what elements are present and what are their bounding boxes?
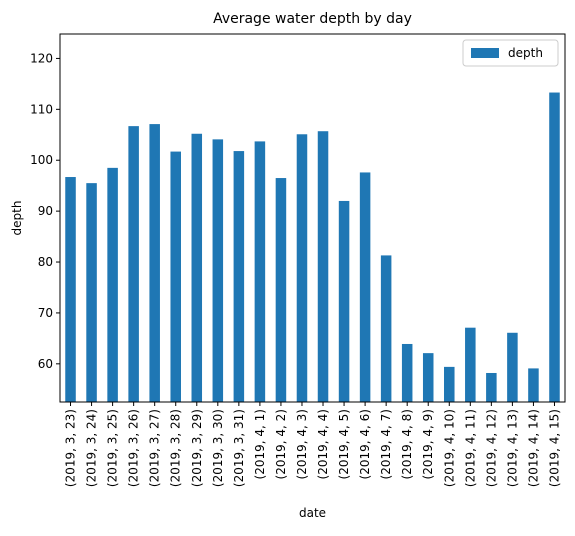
legend: depth bbox=[462, 39, 559, 67]
x-axis-label: date bbox=[299, 506, 326, 520]
bar-23 bbox=[549, 92, 560, 403]
x-tick-label-18: (2019, 4, 10) bbox=[442, 409, 456, 487]
bar-10 bbox=[275, 178, 287, 402]
bar-17 bbox=[422, 353, 434, 402]
y-tick-label-2: 80 bbox=[38, 255, 53, 269]
y-axis-ticks: 60 70 80 90 100 110 120 bbox=[30, 51, 60, 371]
bar-2 bbox=[107, 167, 118, 402]
x-tick-label-16: (2019, 4, 8) bbox=[400, 409, 414, 479]
x-tick-label-1: (2019, 3, 24) bbox=[85, 409, 99, 487]
x-axis-ticks: (2019, 3, 23) (2019, 3, 24) (2019, 3, 25) (… bbox=[64, 402, 561, 487]
bar-3 bbox=[128, 126, 139, 402]
x-tick-label-11: (2019, 4, 3) bbox=[295, 409, 309, 479]
x-tick-label-4: (2019, 3, 27) bbox=[148, 409, 162, 487]
bar-15 bbox=[380, 255, 392, 402]
bar-8 bbox=[233, 151, 245, 402]
x-tick-label-13: (2019, 4, 5) bbox=[337, 409, 351, 479]
x-tick-label-3: (2019, 3, 26) bbox=[127, 409, 141, 487]
bar-14 bbox=[359, 172, 371, 402]
y-axis-label: depth bbox=[10, 201, 24, 236]
bar-7 bbox=[212, 139, 224, 402]
y-tick-label-3: 90 bbox=[38, 204, 53, 218]
x-tick-label-22: (2019, 4, 14) bbox=[526, 409, 540, 487]
y-tick-label-6: 120 bbox=[30, 51, 53, 65]
y-tick-label-0: 60 bbox=[38, 357, 53, 371]
x-tick-label-14: (2019, 4, 6) bbox=[358, 409, 372, 479]
legend-entry-depth: depth bbox=[508, 46, 543, 60]
chart-title: Average water depth by day bbox=[213, 11, 412, 27]
bar-5 bbox=[170, 151, 181, 402]
y-tick-label-4: 100 bbox=[30, 153, 53, 167]
x-tick-label-0: (2019, 3, 23) bbox=[64, 409, 78, 487]
x-tick-label-15: (2019, 4, 7) bbox=[379, 409, 393, 479]
bar-20 bbox=[486, 372, 497, 402]
x-tick-label-21: (2019, 4, 13) bbox=[505, 409, 519, 487]
bars-group bbox=[65, 92, 560, 403]
x-tick-label-17: (2019, 4, 9) bbox=[421, 409, 435, 479]
bar-9 bbox=[254, 141, 266, 402]
bar-0 bbox=[65, 177, 76, 402]
legend-box bbox=[462, 39, 559, 67]
x-tick-label-5: (2019, 3, 28) bbox=[169, 409, 183, 487]
bar-6 bbox=[191, 133, 203, 403]
y-tick-label-5: 110 bbox=[30, 102, 53, 116]
bar-11 bbox=[296, 134, 308, 402]
x-tick-label-19: (2019, 4, 11) bbox=[463, 409, 477, 487]
x-tick-label-10: (2019, 4, 2) bbox=[274, 409, 288, 479]
x-tick-label-20: (2019, 4, 12) bbox=[484, 409, 498, 487]
bar-13 bbox=[338, 200, 350, 402]
x-tick-label-12: (2019, 4, 4) bbox=[316, 409, 330, 479]
bar-4 bbox=[149, 124, 160, 403]
x-tick-label-2: (2019, 3, 25) bbox=[106, 409, 120, 487]
bar-21 bbox=[507, 332, 518, 402]
x-tick-label-9: (2019, 4, 1) bbox=[253, 409, 267, 479]
x-tick-label-23: (2019, 4, 15) bbox=[547, 409, 561, 487]
x-tick-label-8: (2019, 3, 31) bbox=[232, 409, 246, 487]
y-tick-label-1: 70 bbox=[38, 306, 53, 320]
bar-1 bbox=[86, 183, 97, 402]
bar-19 bbox=[465, 327, 476, 402]
bar-18 bbox=[444, 366, 455, 402]
bar-12 bbox=[317, 131, 329, 402]
x-tick-label-7: (2019, 3, 30) bbox=[211, 409, 225, 487]
axes-frame bbox=[59, 33, 566, 403]
bar-16 bbox=[401, 343, 413, 402]
x-tick-label-6: (2019, 3, 29) bbox=[190, 409, 204, 487]
legend-swatch bbox=[471, 48, 499, 58]
bar-22 bbox=[528, 368, 539, 402]
